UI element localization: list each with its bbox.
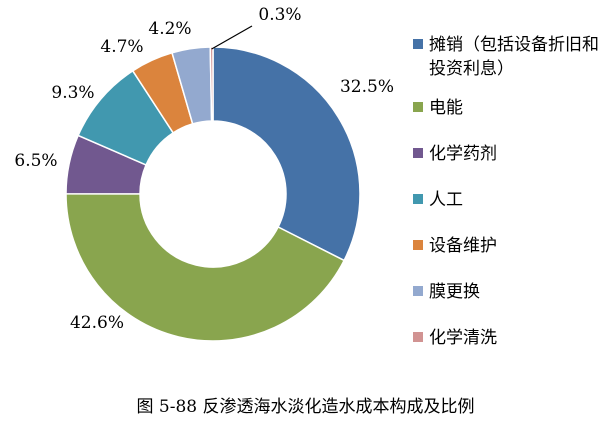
donut-slice-7 [209,46,214,122]
value-label-4: 9.3% [51,83,94,103]
value-label-5: 4.7% [100,37,143,57]
legend-swatch [413,194,423,204]
donut-slice-1 [212,46,361,262]
legend-label: 化学清洗 [429,328,497,348]
legend-swatch [413,332,423,342]
value-label-3: 6.5% [14,151,57,171]
donut-chart: 32.5% 42.6% 6.5% 9.3% 4.7%4.2% 0.3% [14,5,394,342]
legend-swatch [413,148,423,158]
legend-label: 化学药剂 [429,144,497,164]
value-label-1: 32.5% [340,77,394,97]
legend-swatch [413,240,423,250]
value-label-2: 42.6% [70,313,124,333]
donut-value-labels: 32.5% 42.6% 6.5% 9.3% 4.7%4.2% 0.3% [14,5,394,333]
legend-label: 设备维护 [429,236,497,256]
legend-label: 摊销（包括设备折旧和投资利息） [429,35,599,79]
legend-label: 人工 [429,190,463,210]
value-label-6: 4.2% [148,19,191,39]
leader-line [211,25,253,50]
legend-swatch [413,102,423,112]
donut-slice-2 [65,193,346,342]
legend-swatch [413,286,423,296]
legend-label: 电能 [429,98,463,118]
legend-label: 膜更换 [429,282,480,302]
value-label-7: 0.3% [258,5,301,25]
figure-caption: 图 5-88 反渗透海水淡化造水成本构成及比例 [136,397,475,417]
legend-swatch [413,39,423,49]
donut-slices [65,46,361,342]
